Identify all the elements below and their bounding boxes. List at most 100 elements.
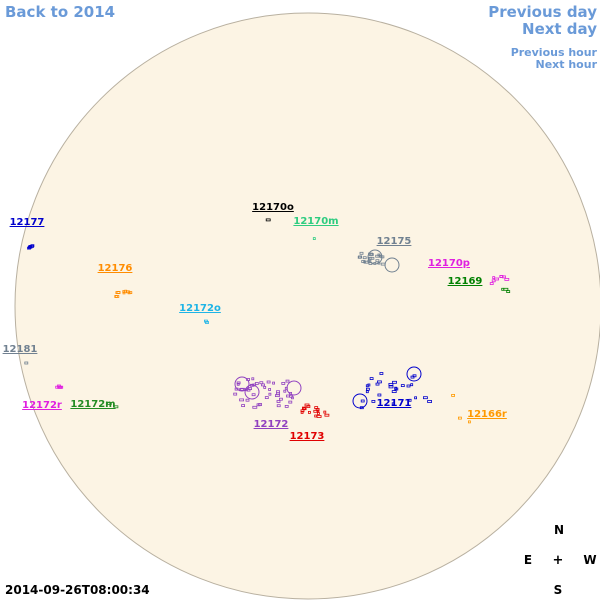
sunspot bbox=[406, 384, 411, 388]
sunspot bbox=[272, 381, 276, 385]
region-label[interactable]: 12170p bbox=[428, 258, 470, 269]
compass-east: E bbox=[524, 553, 532, 567]
sunspot bbox=[307, 410, 311, 414]
sunspot bbox=[24, 361, 29, 365]
sunspot bbox=[357, 255, 362, 259]
region-label[interactable]: 12170m bbox=[293, 216, 338, 227]
sunspot bbox=[30, 244, 35, 248]
sunspot bbox=[367, 383, 371, 387]
sunspot bbox=[410, 383, 414, 387]
sunspot bbox=[259, 381, 264, 385]
sunspot bbox=[276, 400, 281, 403]
sunspot bbox=[501, 287, 505, 291]
sunspot bbox=[359, 251, 364, 255]
sunspot bbox=[268, 392, 272, 396]
sunspot bbox=[502, 275, 506, 279]
region-label[interactable]: 12181 bbox=[3, 344, 38, 355]
sunspot bbox=[306, 405, 311, 408]
sunspot bbox=[263, 385, 267, 389]
sunspot bbox=[391, 402, 395, 406]
sunspot bbox=[301, 406, 306, 410]
sunspot bbox=[457, 416, 462, 420]
previous-hour-link[interactable]: Previous hour bbox=[511, 46, 598, 59]
sunspot-umbra bbox=[244, 384, 260, 400]
sunspot bbox=[59, 385, 64, 389]
sunspot bbox=[205, 321, 209, 324]
sunspot bbox=[251, 393, 256, 397]
sunspot bbox=[268, 388, 272, 391]
sunspot bbox=[365, 390, 369, 394]
sunspot bbox=[252, 405, 258, 409]
sunspot bbox=[276, 392, 281, 396]
region-label[interactable]: 12172m bbox=[70, 399, 115, 410]
sunspot bbox=[375, 259, 380, 263]
sunspot bbox=[316, 412, 320, 415]
region-label[interactable]: 12171 bbox=[377, 398, 412, 409]
sunspot bbox=[392, 380, 397, 384]
sunspot bbox=[489, 282, 494, 286]
sunspot bbox=[427, 400, 433, 403]
sunspot bbox=[233, 392, 238, 396]
region-label[interactable]: 12172o bbox=[179, 303, 221, 314]
sunspot-umbra bbox=[406, 366, 422, 382]
sunspot bbox=[491, 279, 496, 283]
sunspot bbox=[368, 253, 374, 256]
sunspot bbox=[412, 374, 417, 378]
region-label[interactable]: 12176 bbox=[98, 263, 133, 274]
sunspot bbox=[114, 294, 118, 298]
timestamp: 2014-09-26T08:00:34 bbox=[5, 583, 150, 597]
sunspot bbox=[122, 290, 126, 294]
sunspot bbox=[251, 377, 255, 381]
sunspot bbox=[388, 385, 394, 389]
sunspot bbox=[248, 387, 253, 391]
back-link[interactable]: Back to 2014 bbox=[5, 3, 115, 21]
sunspot-umbra bbox=[352, 393, 368, 409]
sunspot bbox=[127, 291, 131, 295]
sunspot bbox=[312, 237, 316, 241]
sunspot bbox=[414, 396, 418, 400]
sunspot bbox=[266, 380, 271, 384]
sunspot bbox=[391, 390, 397, 394]
sunspot bbox=[504, 277, 510, 281]
region-label[interactable]: 12170o bbox=[252, 202, 294, 213]
sunspot bbox=[264, 396, 269, 400]
sunspot bbox=[371, 399, 376, 403]
sunspot bbox=[278, 397, 283, 401]
region-label[interactable]: 12172r bbox=[22, 400, 62, 411]
sunspot bbox=[323, 410, 327, 414]
previous-day-link[interactable]: Previous day bbox=[488, 3, 597, 21]
sunspot-umbra bbox=[367, 249, 383, 265]
sunspot bbox=[283, 389, 287, 393]
region-label[interactable]: 12173 bbox=[290, 431, 325, 442]
solar-disk bbox=[14, 12, 600, 600]
region-label[interactable]: 12175 bbox=[377, 236, 412, 247]
sunspot bbox=[467, 420, 471, 424]
sunspot bbox=[245, 398, 250, 402]
sunspot bbox=[240, 387, 245, 391]
sunspot bbox=[27, 246, 31, 249]
sunspot bbox=[254, 382, 259, 385]
compass-north: N bbox=[554, 523, 564, 537]
compass-center: + bbox=[553, 553, 564, 568]
sunspot bbox=[422, 396, 428, 400]
sunspot bbox=[400, 384, 405, 388]
sunspot bbox=[288, 400, 293, 404]
sunspot bbox=[314, 414, 318, 418]
region-label[interactable]: 12172 bbox=[254, 419, 289, 430]
region-label[interactable]: 12166r bbox=[467, 409, 507, 420]
sunspot bbox=[376, 380, 382, 384]
sunspot bbox=[285, 379, 290, 383]
sunspot bbox=[324, 413, 330, 417]
region-label[interactable]: 12177 bbox=[10, 217, 45, 228]
sunspot bbox=[313, 409, 319, 413]
sunspot bbox=[361, 260, 366, 263]
sunspot bbox=[394, 387, 399, 391]
sunspot bbox=[377, 393, 382, 397]
next-day-link[interactable]: Next day bbox=[522, 20, 597, 38]
next-hour-link[interactable]: Next hour bbox=[536, 58, 598, 71]
sunspot bbox=[289, 394, 294, 398]
sunspot bbox=[362, 256, 367, 260]
region-label[interactable]: 12169 bbox=[448, 276, 483, 287]
sunspot bbox=[300, 410, 304, 414]
